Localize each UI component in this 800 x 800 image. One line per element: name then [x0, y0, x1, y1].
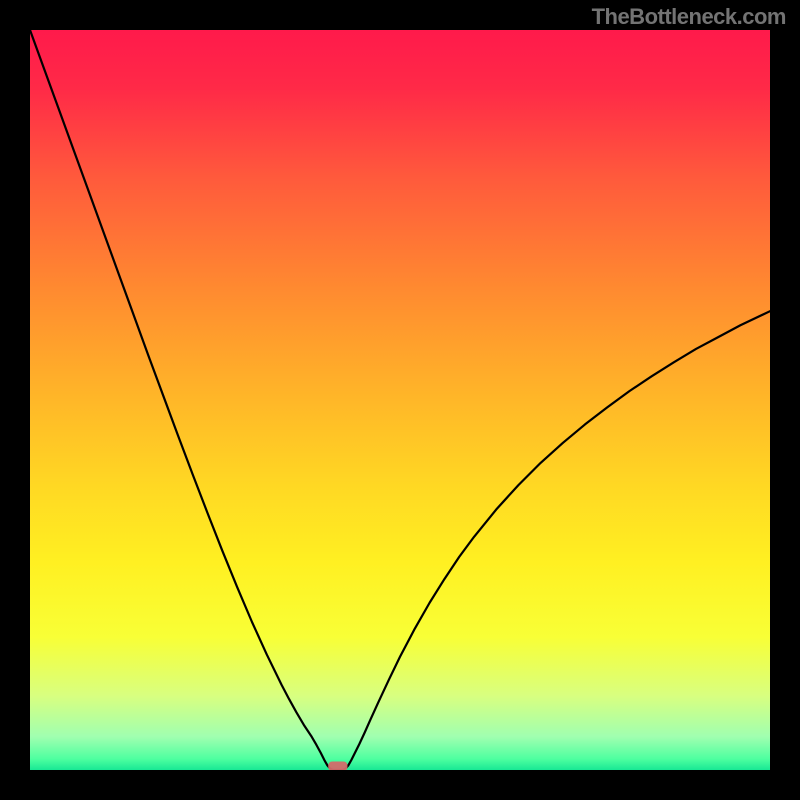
chart-container: TheBottleneck.com — [0, 0, 800, 800]
chart-svg — [30, 30, 770, 770]
plot-area — [30, 30, 770, 770]
minimum-marker — [328, 761, 347, 770]
watermark-text: TheBottleneck.com — [592, 4, 786, 30]
